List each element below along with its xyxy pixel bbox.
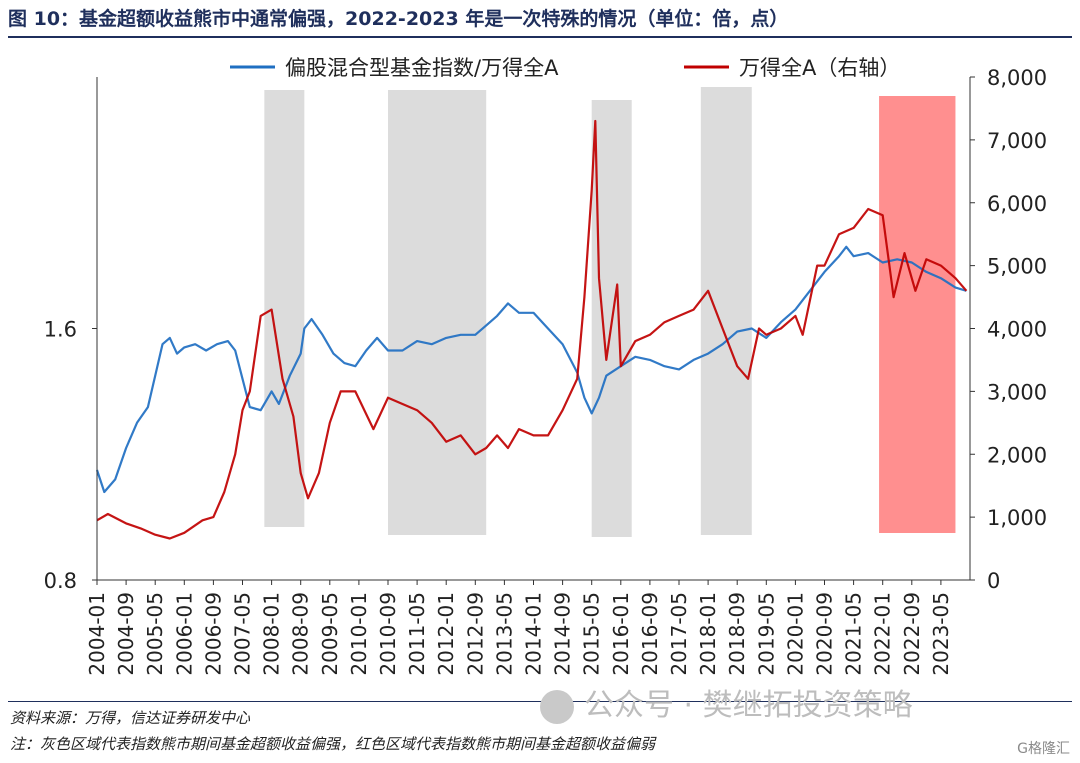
x-tick-label: 2016-01 <box>609 592 633 676</box>
legend: 偏股混合型基金指数/万得全A 万得全A（右轴） <box>230 56 900 80</box>
series-line-1 <box>95 245 967 494</box>
x-tick-label: 2014-01 <box>522 592 546 676</box>
page-title: 图 10：基金超额收益熊市中通常偏强，2022-2023 年是一次特殊的情况（单… <box>8 8 789 30</box>
watermark-icon <box>540 689 574 724</box>
x-tick-label: 2016-09 <box>638 592 662 676</box>
x-tick-label: 2022-01 <box>871 592 895 676</box>
x-tick-label: 2010-01 <box>347 592 371 676</box>
legend-label-1: 偏股混合型基金指数/万得全A <box>285 56 559 80</box>
x-tick-label: 2019-05 <box>754 592 778 676</box>
x-tick-label: 2021-05 <box>842 592 866 676</box>
title-rule <box>8 36 1072 38</box>
x-tick-label: 2017-05 <box>667 592 691 676</box>
x-tick-label: 2015-05 <box>580 592 604 676</box>
x-tick-label: 2014-09 <box>551 592 575 676</box>
right-tick-label: 7,000 <box>987 129 1047 153</box>
axes: 0.8 1.6 0 1,000 2,000 3,000 4,000 5,000 6,000 7,0… <box>44 66 1048 676</box>
left-tick-label: 1.6 <box>44 318 77 342</box>
series-lines <box>95 119 968 540</box>
x-tick-label: 2013-05 <box>492 592 516 676</box>
x-tick-label: 2008-01 <box>260 592 284 676</box>
shaded-region-4 <box>700 87 752 535</box>
x-tick-label: 2009-05 <box>318 592 342 676</box>
x-tick-label: 2006-01 <box>172 592 196 676</box>
watermark: 公众号 · 樊继拓投资策略 <box>540 680 913 724</box>
x-tick-label: 2011-05 <box>405 592 429 676</box>
x-tick-label: 2020-01 <box>783 592 807 676</box>
shaded-region-5 <box>879 96 956 533</box>
x-tick-label: 2020-09 <box>813 592 837 676</box>
right-tick-label: 6,000 <box>987 192 1047 216</box>
x-tick-label: 2018-09 <box>725 592 749 676</box>
legend-label-2: 万得全A（右轴） <box>739 56 900 80</box>
x-tick-label: 2023-05 <box>929 592 953 676</box>
chart: 0.8 1.6 0 1,000 2,000 3,000 4,000 5,000 6,000 7,0… <box>44 56 1048 676</box>
left-tick-label: 0.8 <box>44 569 77 593</box>
x-tick-label: 2006-09 <box>201 592 225 676</box>
x-tick-label: 2012-09 <box>463 592 487 676</box>
right-tick-label: 4,000 <box>987 318 1047 342</box>
x-tick-label: 2007-05 <box>231 592 255 676</box>
note-text: 注：灰色区域代表指数熊市期间基金超额收益偏强，红色区域代表指数熊市期间基金超额收… <box>10 735 656 753</box>
right-tick-label: 5,000 <box>987 255 1047 279</box>
x-tick-label: 2004-01 <box>85 592 109 676</box>
right-tick-label: 8,000 <box>987 66 1047 90</box>
shaded-region-2 <box>388 90 487 535</box>
x-tick-label: 2005-05 <box>143 592 167 676</box>
watermark-text: 公众号 · 樊继拓投资策略 <box>584 688 913 723</box>
x-tick-label: 2010-09 <box>376 592 400 676</box>
x-tick-label: 2022-09 <box>900 592 924 676</box>
right-tick-label: 0 <box>987 569 1000 593</box>
right-tick-label: 1,000 <box>987 506 1047 530</box>
x-tick-label: 2008-09 <box>289 592 313 676</box>
x-tick-label: 2012-01 <box>434 592 458 676</box>
x-tick-label: 2004-09 <box>114 592 138 676</box>
shaded-regions <box>264 87 956 537</box>
logo: G格隆汇 <box>1017 741 1070 757</box>
x-tick-label: 2018-01 <box>696 592 720 676</box>
source-text: 资料来源：万得，信达证券研发中心 <box>10 709 251 727</box>
right-tick-label: 3,000 <box>987 380 1047 404</box>
right-tick-label: 2,000 <box>987 443 1047 467</box>
series-line-2 <box>96 119 968 540</box>
